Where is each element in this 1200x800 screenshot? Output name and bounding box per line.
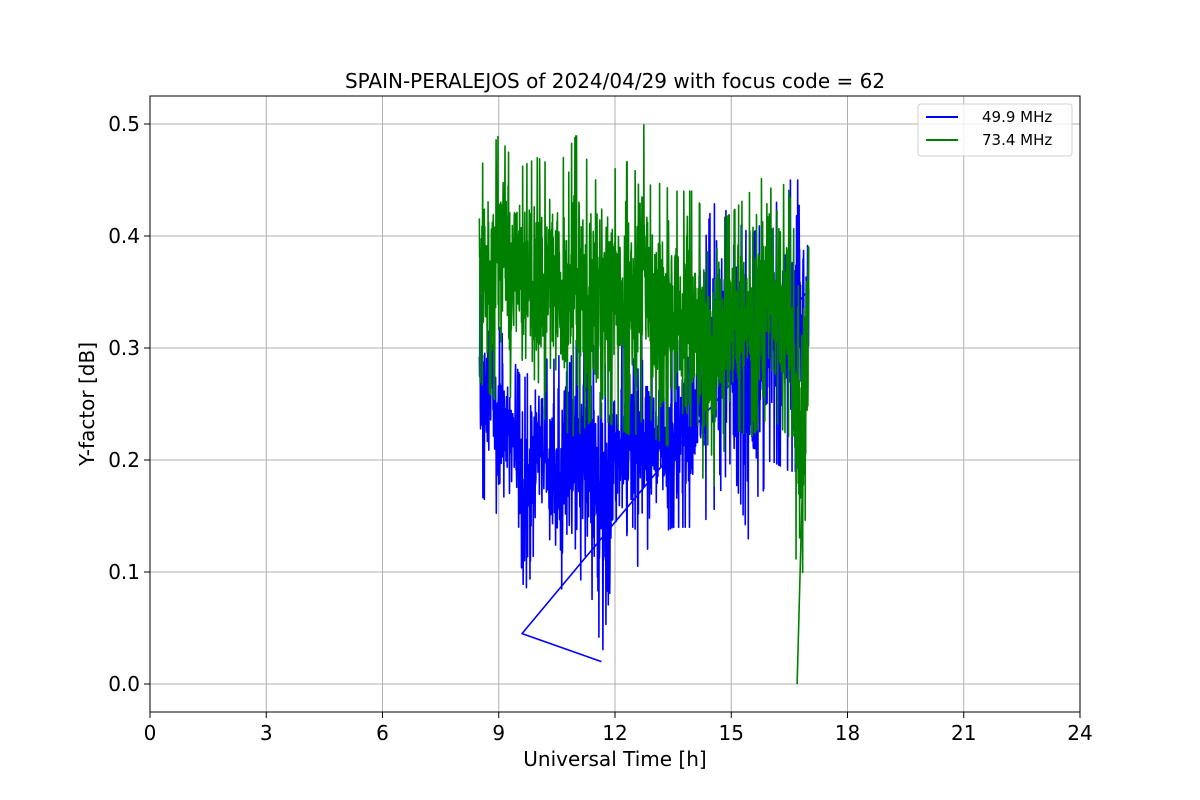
legend-label-73-4: 73.4 MHz [982,131,1052,149]
y-tick-label: 0.3 [108,336,140,360]
y-tick-label: 0.2 [108,448,140,472]
x-tick-label: 12 [602,721,627,745]
series-layer [478,124,810,685]
legend: 49.9 MHz 73.4 MHz [917,103,1073,157]
y-tick-label: 0.5 [108,112,140,136]
x-tick-label: 6 [376,721,389,745]
x-tick-label: 24 [1067,721,1092,745]
plot-area [478,124,810,685]
series-line-49-9-mhz [478,179,810,663]
chart-title: SPAIN-PERALEJOS of 2024/04/29 with focus… [345,69,885,93]
x-tick-label: 21 [951,721,976,745]
y-axis-label: Y-factor [dB] [75,342,99,467]
x-tick-label: 18 [835,721,860,745]
x-tick-label: 9 [492,721,505,745]
series-line-73-4-mhz [478,124,810,685]
y-tick-label: 0.1 [108,560,140,584]
y-tick-label: 0.0 [108,672,140,696]
y-tick-label: 0.4 [108,224,140,248]
tick-layer: 0 3 6 9 12 15 18 21 24 0.0 0.1 0.2 0.3 0.4 0.5 [108,112,1093,745]
x-tick-label: 3 [260,721,273,745]
x-axis-label: Universal Time [h] [523,747,706,771]
x-tick-label: 0 [144,721,157,745]
x-tick-label: 15 [719,721,744,745]
legend-label-49-9: 49.9 MHz [982,108,1052,126]
